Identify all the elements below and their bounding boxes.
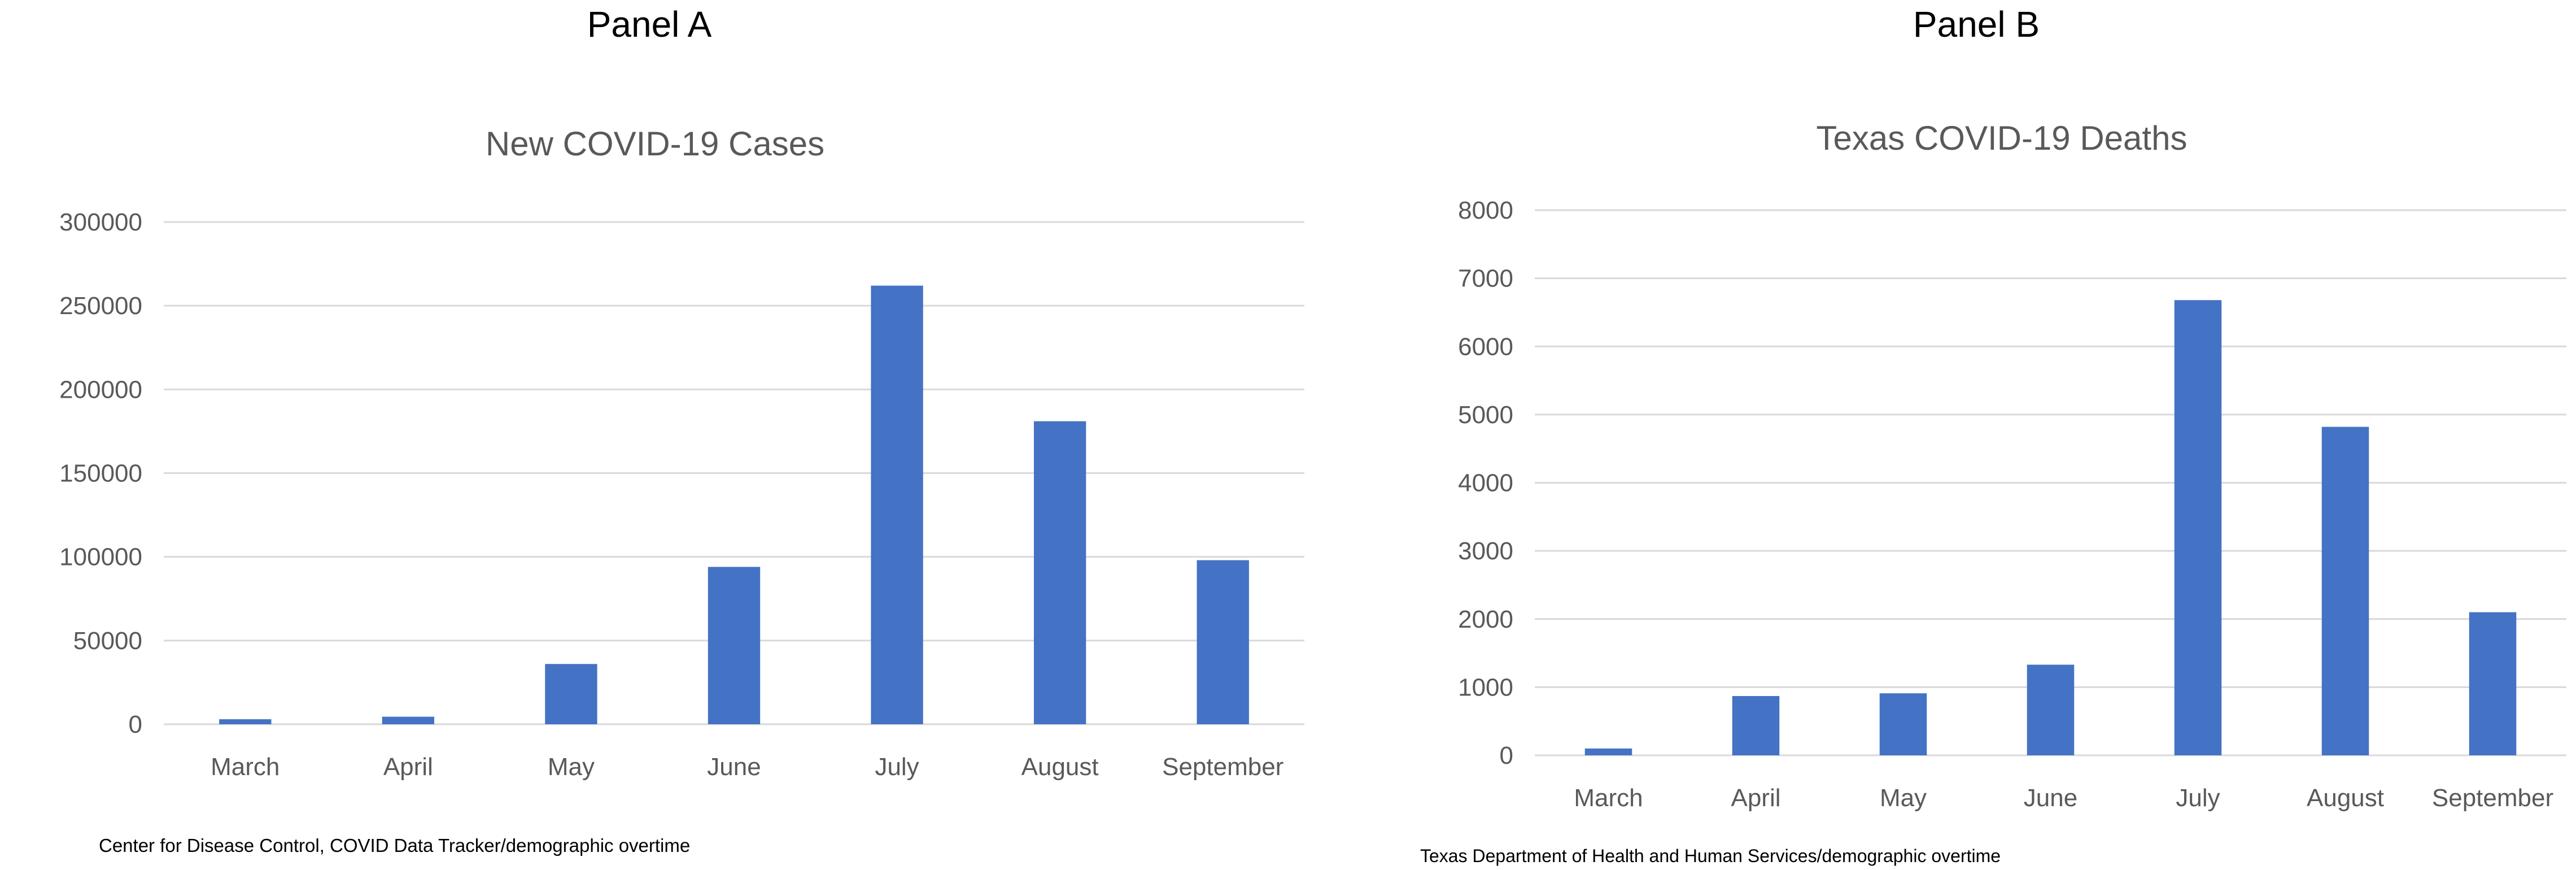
- panel-a-category-label: March: [211, 753, 280, 781]
- panel-b-bar: [1584, 748, 1632, 755]
- panel-b-category-label: May: [1880, 784, 1927, 812]
- panel-a-bar: [219, 719, 272, 724]
- panel-b-ytick-label: 8000: [1458, 197, 1513, 224]
- panel-b-bar: [2469, 612, 2517, 755]
- panel-b-category-label: March: [1574, 784, 1643, 812]
- panel-b-bar: [2174, 300, 2222, 755]
- panel-b-ytick-label: 4000: [1458, 469, 1513, 497]
- panel-b-bar: [1879, 693, 1927, 755]
- panel-a-bar: [871, 285, 923, 724]
- panel-a-category-label: September: [1162, 753, 1283, 781]
- panel-a-ytick-label: 300000: [59, 208, 142, 236]
- panel-b-label: Panel B: [1913, 4, 2040, 45]
- panel-b-ytick-label: 2000: [1458, 606, 1513, 633]
- panel-a-bar: [708, 567, 761, 724]
- panel-a-category-label: July: [875, 753, 919, 781]
- panel-a-category-label: June: [707, 753, 761, 781]
- panel-b-ytick-label: 5000: [1458, 401, 1513, 429]
- panel-a-bar: [1197, 560, 1249, 724]
- panel-a-bar: [545, 664, 597, 724]
- panel-b-source: Texas Department of Health and Human Ser…: [1420, 846, 2001, 866]
- panel-a: Panel A New COVID-19 Cases 0 50000 100000 1…: [59, 4, 1304, 856]
- panel-b-ytick-label: 0: [1500, 742, 1513, 769]
- panel-b-category-label: April: [1731, 784, 1780, 812]
- panel-b-category-label: September: [2432, 784, 2553, 812]
- panel-b-bar: [2027, 664, 2075, 755]
- panel-b-category-label: July: [2176, 784, 2220, 812]
- panel-a-plot: 0 50000 100000 150000 200000 250000 300000 Marc…: [59, 208, 1304, 781]
- panel-b-ytick-label: 3000: [1458, 537, 1513, 565]
- panel-b-chart-title: Texas COVID-19 Deaths: [1817, 119, 2188, 157]
- panel-a-category-label: April: [383, 753, 433, 781]
- panel-a-ytick-label: 150000: [59, 460, 142, 488]
- panel-b-bar: [1732, 696, 1780, 755]
- panel-a-category-label: May: [548, 753, 595, 781]
- panel-b-ytick-label: 7000: [1458, 265, 1513, 293]
- panel-a-label: Panel A: [587, 4, 712, 45]
- panel-a-ytick-label: 0: [129, 711, 142, 738]
- panel-b-category-label: June: [2024, 784, 2077, 812]
- panel-a-ytick-label: 100000: [59, 543, 142, 571]
- panel-a-ytick-label: 250000: [59, 292, 142, 320]
- panel-a-bar: [1033, 421, 1086, 724]
- panel-a-chart-title: New COVID-19 Cases: [486, 125, 824, 163]
- panel-b-bar: [2321, 427, 2369, 755]
- panel-a-category-label: August: [1021, 753, 1099, 781]
- panel-b-ytick-label: 6000: [1458, 333, 1513, 360]
- panel-b-category-label: August: [2307, 784, 2384, 812]
- panel-a-source: Center for Disease Control, COVID Data T…: [99, 835, 690, 856]
- panel-b-plot: 0 1000 2000 3000 4000 5000 6000 7000 8000 March Ap…: [1458, 197, 2566, 812]
- panel-a-ytick-label: 200000: [59, 376, 142, 403]
- panel-a-bar: [382, 716, 435, 724]
- panel-a-ytick-label: 50000: [73, 627, 142, 655]
- panel-b-ytick-label: 1000: [1458, 673, 1513, 701]
- panel-b: Panel B Texas COVID-19 Deaths 0 1000 2000 3…: [1420, 4, 2566, 866]
